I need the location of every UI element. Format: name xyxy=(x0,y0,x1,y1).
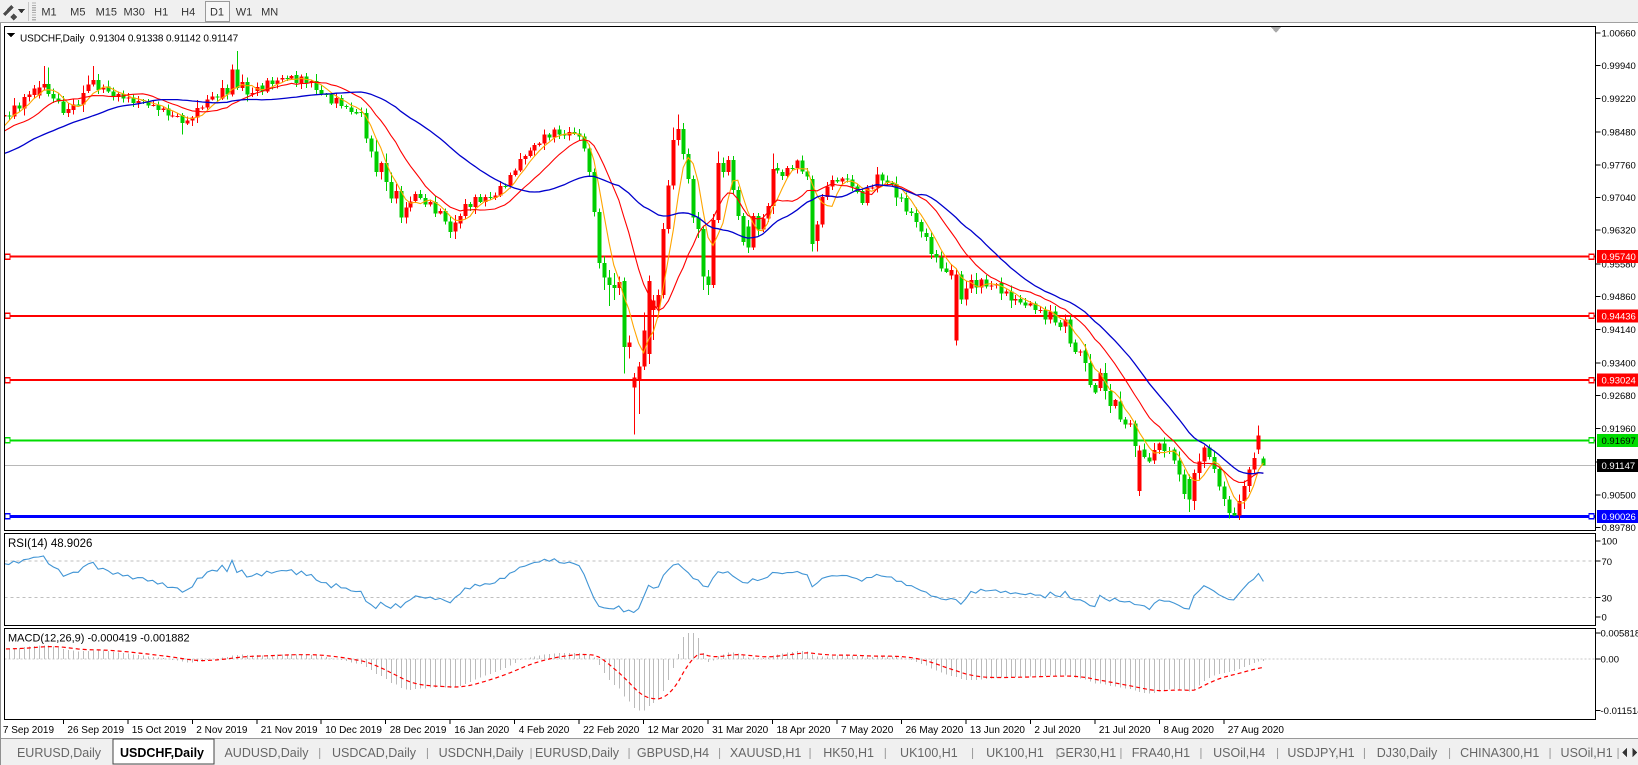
svg-text:M1: M1 xyxy=(41,7,56,19)
svg-text:0.98480: 0.98480 xyxy=(1602,128,1636,139)
svg-text:12 Mar 2020: 12 Mar 2020 xyxy=(648,725,705,736)
svg-text:|: | xyxy=(808,746,811,760)
svg-text:0.91697: 0.91697 xyxy=(1602,436,1636,447)
svg-text:30: 30 xyxy=(1602,593,1613,604)
svg-text:GER30,H1: GER30,H1 xyxy=(1056,746,1116,760)
svg-text:M5: M5 xyxy=(70,7,85,19)
svg-text:HK50,H1: HK50,H1 xyxy=(823,746,874,760)
svg-text:M30: M30 xyxy=(123,7,144,19)
svg-text:D1: D1 xyxy=(210,7,224,19)
svg-text:USDCHF,Daily: USDCHF,Daily xyxy=(120,746,204,760)
svg-text:0.97760: 0.97760 xyxy=(1602,160,1636,171)
svg-text:7 May 2020: 7 May 2020 xyxy=(841,725,894,736)
svg-text:|: | xyxy=(971,746,974,760)
svg-text:|: | xyxy=(1363,746,1366,760)
svg-text:MN: MN xyxy=(261,7,278,19)
svg-text:USDCNH,Daily: USDCNH,Daily xyxy=(439,746,524,760)
svg-text:0.95580: 0.95580 xyxy=(1602,259,1636,270)
svg-text:USDCAD,Daily: USDCAD,Daily xyxy=(332,746,417,760)
svg-text:|: | xyxy=(718,746,721,760)
svg-text:|: | xyxy=(318,746,321,760)
svg-text:1.00660: 1.00660 xyxy=(1602,28,1636,39)
svg-text:H1: H1 xyxy=(154,7,168,19)
svg-text:4 Feb 2020: 4 Feb 2020 xyxy=(519,725,570,736)
svg-text:EURUSD,Daily: EURUSD,Daily xyxy=(17,746,102,760)
svg-text:0.00: 0.00 xyxy=(1601,655,1620,666)
svg-text:28 Dec 2019: 28 Dec 2019 xyxy=(390,725,447,736)
svg-text:AUDUSD,Daily: AUDUSD,Daily xyxy=(224,746,309,760)
svg-text:100: 100 xyxy=(1602,537,1618,548)
svg-text:|: | xyxy=(627,746,630,760)
svg-text:27 Aug 2020: 27 Aug 2020 xyxy=(1228,725,1285,736)
svg-text:18 Apr 2020: 18 Apr 2020 xyxy=(777,725,831,736)
svg-text:7 Sep 2019: 7 Sep 2019 xyxy=(3,725,55,736)
svg-text:USOil,H4: USOil,H4 xyxy=(1213,746,1265,760)
svg-text:0.91147: 0.91147 xyxy=(1602,461,1636,472)
svg-text:26 May 2020: 26 May 2020 xyxy=(906,725,964,736)
svg-text:13 Jun 2020: 13 Jun 2020 xyxy=(970,725,1025,736)
svg-text:0.96320: 0.96320 xyxy=(1602,226,1636,237)
svg-text:0.93024: 0.93024 xyxy=(1602,376,1636,387)
svg-text:FRA40,H1: FRA40,H1 xyxy=(1132,746,1190,760)
svg-text:|: | xyxy=(1119,746,1122,760)
svg-text:0.93400: 0.93400 xyxy=(1602,359,1636,370)
svg-text:2 Jul 2020: 2 Jul 2020 xyxy=(1034,725,1081,736)
svg-text:-0.011514: -0.011514 xyxy=(1601,706,1638,717)
svg-text:|: | xyxy=(1548,746,1551,760)
svg-text:26 Sep 2019: 26 Sep 2019 xyxy=(67,725,124,736)
svg-text:0.94436: 0.94436 xyxy=(1602,311,1636,322)
svg-text:0.005818: 0.005818 xyxy=(1601,629,1638,640)
svg-text:0.94140: 0.94140 xyxy=(1602,325,1636,336)
svg-text:70: 70 xyxy=(1602,557,1613,568)
svg-text:DJ30,Daily: DJ30,Daily xyxy=(1377,746,1438,760)
svg-text:0.92680: 0.92680 xyxy=(1602,391,1636,402)
svg-text:EURUSD,Daily: EURUSD,Daily xyxy=(535,746,620,760)
svg-text:MACD(12,26,9) -0.000419 -0.001: MACD(12,26,9) -0.000419 -0.001882 xyxy=(8,633,190,645)
svg-text:H4: H4 xyxy=(181,7,195,19)
svg-text:|: | xyxy=(1055,746,1058,760)
svg-text:|: | xyxy=(1199,746,1202,760)
svg-text:USOil,H1: USOil,H1 xyxy=(1561,746,1613,760)
svg-text:GBPUSD,H4: GBPUSD,H4 xyxy=(637,746,709,760)
svg-text:UK100,H1: UK100,H1 xyxy=(986,746,1044,760)
svg-text:W1: W1 xyxy=(236,7,253,19)
svg-text:2 Nov 2019: 2 Nov 2019 xyxy=(196,725,248,736)
svg-text:0.91960: 0.91960 xyxy=(1602,424,1636,435)
svg-text:M15: M15 xyxy=(96,7,117,19)
svg-text:RSI(14) 48.9026: RSI(14) 48.9026 xyxy=(8,538,92,550)
svg-text:0.90026: 0.90026 xyxy=(1602,512,1636,523)
svg-text:10 Dec 2019: 10 Dec 2019 xyxy=(325,725,382,736)
svg-text:0.99220: 0.99220 xyxy=(1602,94,1636,105)
svg-text:0: 0 xyxy=(1602,613,1607,624)
svg-text:8 Aug 2020: 8 Aug 2020 xyxy=(1163,725,1214,736)
svg-text:16 Jan 2020: 16 Jan 2020 xyxy=(454,725,509,736)
svg-text:0.97040: 0.97040 xyxy=(1602,193,1636,204)
svg-text:|: | xyxy=(1448,746,1451,760)
svg-text:UK100,H1: UK100,H1 xyxy=(900,746,958,760)
svg-text:15 Oct 2019: 15 Oct 2019 xyxy=(132,725,187,736)
svg-text:XAUUSD,H1: XAUUSD,H1 xyxy=(730,746,802,760)
svg-text:0.95740: 0.95740 xyxy=(1602,252,1636,263)
svg-text:0.99940: 0.99940 xyxy=(1602,61,1636,72)
svg-text:|: | xyxy=(1616,746,1619,760)
svg-text:21 Jul 2020: 21 Jul 2020 xyxy=(1099,725,1151,736)
svg-text:0.90500: 0.90500 xyxy=(1602,490,1636,501)
svg-text:|: | xyxy=(426,746,429,760)
svg-text:USDJPY,H1: USDJPY,H1 xyxy=(1287,746,1354,760)
svg-text:0.94860: 0.94860 xyxy=(1602,292,1636,303)
svg-text:31 Mar 2020: 31 Mar 2020 xyxy=(712,725,769,736)
svg-text:|: | xyxy=(884,746,887,760)
svg-text:|: | xyxy=(1276,746,1279,760)
svg-text:USDCHF,Daily 0.91304 0.91338: USDCHF,Daily 0.91304 0.91338 0.91142 0.9… xyxy=(20,34,239,45)
svg-text:CHINA300,H1: CHINA300,H1 xyxy=(1460,746,1539,760)
svg-text:|: | xyxy=(529,746,532,760)
svg-text:0.89780: 0.89780 xyxy=(1602,523,1636,534)
svg-text:22 Feb 2020: 22 Feb 2020 xyxy=(583,725,640,736)
svg-text:21 Nov 2019: 21 Nov 2019 xyxy=(261,725,318,736)
